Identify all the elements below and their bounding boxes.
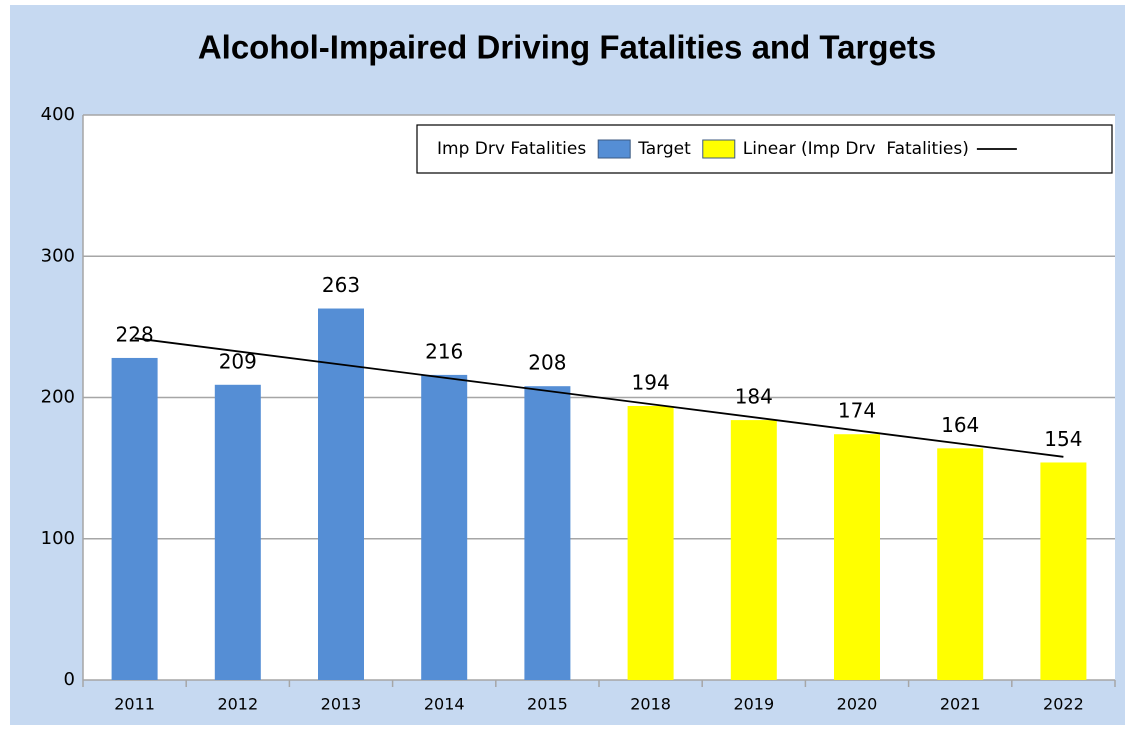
trend-line bbox=[134, 337, 1064, 458]
x-tick-label: 2022 bbox=[1043, 695, 1084, 714]
data-label: 216 bbox=[425, 339, 463, 363]
x-tick-label: 2013 bbox=[321, 695, 362, 714]
y-tick-label: 100 bbox=[41, 528, 75, 549]
bar bbox=[1040, 462, 1087, 680]
data-label: 164 bbox=[941, 413, 979, 437]
y-tick-label: 400 bbox=[41, 104, 75, 125]
x-tick-label: 2011 bbox=[114, 695, 155, 714]
y-tick-label: 0 bbox=[64, 669, 75, 690]
bar bbox=[318, 308, 364, 680]
data-label: 184 bbox=[735, 385, 773, 409]
x-tick-label: 2015 bbox=[527, 695, 568, 714]
data-label: 174 bbox=[838, 399, 876, 423]
legend-label: Target bbox=[637, 139, 691, 159]
x-tick-label: 2021 bbox=[940, 695, 981, 714]
bar bbox=[730, 420, 777, 680]
x-tick-label: 2020 bbox=[837, 695, 878, 714]
bar bbox=[834, 434, 880, 680]
bar bbox=[524, 386, 571, 680]
bar bbox=[111, 357, 158, 680]
legend-label: Imp Drv Fatalities bbox=[437, 139, 586, 159]
chart-title: Alcohol-Impaired Driving Fatalities and … bbox=[198, 29, 936, 66]
data-label: 263 bbox=[322, 273, 360, 297]
legend-swatch bbox=[702, 139, 736, 159]
x-tick-label: 2012 bbox=[217, 695, 258, 714]
data-label: 228 bbox=[116, 322, 154, 346]
y-tick-label: 300 bbox=[41, 245, 75, 266]
bar bbox=[937, 448, 984, 680]
x-tick-label: 2018 bbox=[630, 695, 671, 714]
legend-swatch bbox=[597, 139, 631, 159]
x-tick-label: 2014 bbox=[424, 695, 465, 714]
data-label: 154 bbox=[1044, 427, 1082, 451]
bar bbox=[627, 405, 674, 680]
data-label: 208 bbox=[528, 351, 566, 375]
x-tick-label: 2019 bbox=[733, 695, 774, 714]
y-tick-label: 200 bbox=[41, 387, 75, 408]
bar bbox=[421, 374, 468, 680]
legend-label: Linear (Imp Drv Fatalities) bbox=[743, 139, 969, 159]
bar bbox=[214, 384, 261, 680]
data-label: 194 bbox=[632, 370, 670, 394]
